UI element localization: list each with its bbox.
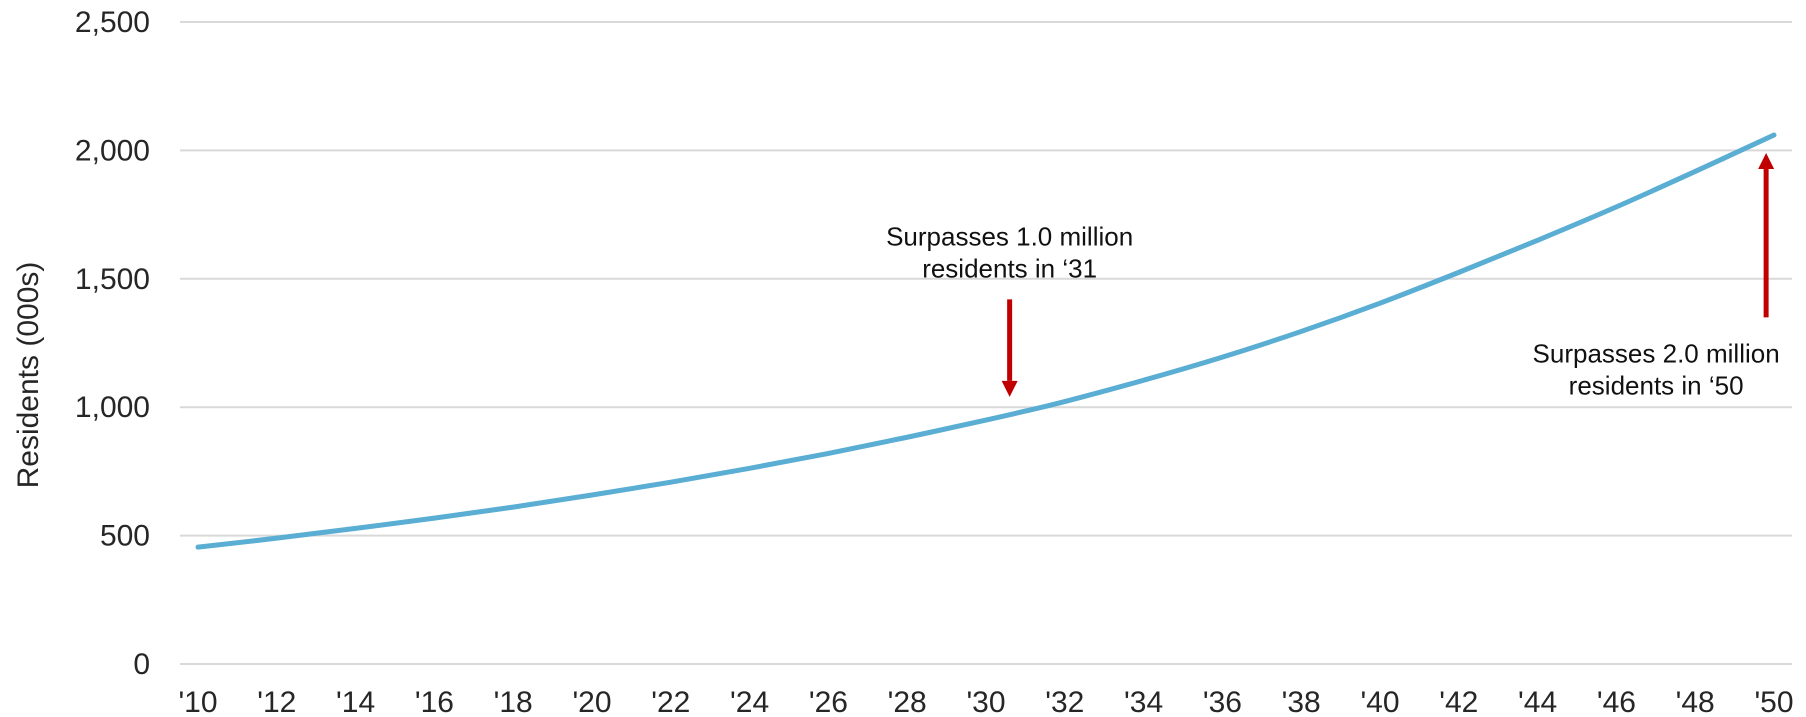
x-tick-label: '26: [809, 686, 848, 717]
annotation-text: Surpasses 2.0 million: [1533, 338, 1780, 368]
annotation-text: residents in ‘31: [922, 253, 1097, 283]
y-axis-tick-labels: 0 500 1,000 1,500 2,000 2,500: [75, 6, 150, 681]
series-line: [195, 132, 1777, 550]
y-tick-label: 2,500: [75, 6, 150, 39]
x-tick-label: '14: [336, 686, 375, 717]
x-tick-label: '46: [1597, 686, 1636, 717]
x-tick-label: '32: [1045, 686, 1084, 717]
x-tick-label: '28: [888, 686, 927, 717]
x-tick-label: '16: [415, 686, 454, 717]
x-tick-label: '50: [1754, 686, 1793, 717]
y-axis-title: Residents (000s): [12, 262, 45, 489]
annotation-text: Surpasses 1.0 million: [886, 221, 1133, 251]
x-tick-label: '34: [1124, 686, 1163, 717]
y-tick-label: 1,000: [75, 391, 150, 424]
x-tick-label: '48: [1676, 686, 1715, 717]
x-tick-label: '40: [1360, 686, 1399, 717]
x-axis-tick-labels: '10 '12 '14 '16 '18 '20 '22 '24 '26 '28 '30 '32 '34 '…: [178, 686, 1793, 717]
x-tick-label: '42: [1439, 686, 1478, 717]
x-tick-label: '24: [730, 686, 769, 717]
annotation-arrow-head: [1001, 380, 1018, 397]
series-layer: [195, 132, 1777, 550]
y-tick-label: 500: [100, 520, 150, 553]
x-tick-label: '18: [494, 686, 533, 717]
x-tick-label: '30: [966, 686, 1005, 717]
y-tick-label: 0: [133, 648, 150, 681]
y-tick-label: 1,500: [75, 263, 150, 296]
x-tick-label: '38: [1282, 686, 1321, 717]
x-tick-label: '36: [1203, 686, 1242, 717]
annotation-text: residents in ‘50: [1569, 370, 1744, 400]
annotation-arrow-head: [1758, 152, 1775, 169]
x-tick-label: '44: [1518, 686, 1557, 717]
x-tick-label: '10: [178, 686, 217, 717]
gridlines: [180, 21, 1792, 665]
x-tick-label: '20: [572, 686, 611, 717]
y-tick-label: 2,000: [75, 134, 150, 167]
x-tick-label: '12: [257, 686, 296, 717]
x-tick-label: '22: [651, 686, 690, 717]
